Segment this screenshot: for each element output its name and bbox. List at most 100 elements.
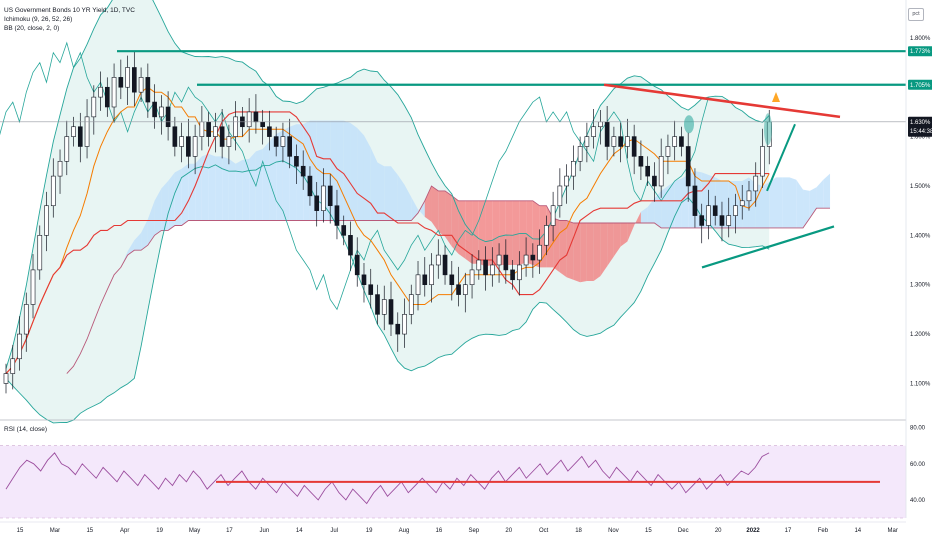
candle-body <box>17 333 22 360</box>
ichimoku-cloud-segment <box>667 181 675 228</box>
candle-body <box>631 136 637 157</box>
candle-body <box>253 111 259 123</box>
time-axis-tick-label: 15 <box>645 528 652 534</box>
candle-body <box>138 77 144 93</box>
ichimoku-cloud-segment <box>647 198 655 223</box>
candle-body <box>321 185 326 211</box>
ichimoku-cloud-segment <box>242 158 250 221</box>
candle-body <box>327 185 333 207</box>
ichimoku-cloud-segment <box>404 184 412 221</box>
candle-body <box>64 136 70 162</box>
candle-body <box>111 77 117 108</box>
candle-body <box>408 294 414 315</box>
candle-body <box>402 314 407 335</box>
ichimoku-cloud-segment <box>769 177 776 228</box>
ichimoku-cloud-segment <box>776 177 783 228</box>
price-tag-label: 1.705% <box>910 83 931 89</box>
time-axis-tick-label: Jul <box>330 528 338 534</box>
ichimoku-cloud-segment <box>431 185 439 232</box>
candle-body <box>679 136 684 147</box>
candle-body <box>456 284 461 295</box>
candle-body <box>219 126 225 147</box>
candle-body <box>625 136 630 147</box>
candle-body <box>37 235 43 271</box>
ichimoku-cloud-segment <box>613 223 621 257</box>
ichimoku-legend[interactable]: Ichimoku (9, 26, 52, 26) <box>4 16 73 23</box>
ichimoku-cloud-segment <box>208 153 216 221</box>
candle-body <box>314 195 320 211</box>
time-axis-tick-label: Aug <box>399 528 410 534</box>
candle-body <box>483 259 488 276</box>
ichimoku-cloud-segment <box>391 166 398 221</box>
ichimoku-cloud-segment <box>566 220 574 280</box>
candle-body <box>91 96 97 118</box>
candle-body <box>712 205 718 216</box>
rsi-pane[interactable] <box>0 445 906 519</box>
candle-body <box>476 259 482 271</box>
ichimoku-lead-b-line <box>66 185 830 374</box>
candle-body <box>733 205 738 216</box>
ichimoku-cloud-segment <box>147 200 155 246</box>
ichimoku-cloud-segment <box>357 127 364 221</box>
ichimoku-cloud-segment <box>276 130 283 221</box>
time-axis-tick-label: 15 <box>17 528 24 534</box>
price-axis-tick-label: 1.200% <box>910 332 931 338</box>
ichimoku-cloud-segment <box>782 177 790 228</box>
ichimoku-kijun-line <box>5 111 770 374</box>
ichimoku-cloud-segment <box>195 156 202 221</box>
ichimoku-cloud-segment <box>222 156 229 221</box>
ichimoku-cloud-segment <box>654 190 662 228</box>
rsi-legend[interactable]: RSI (14, close) <box>4 426 47 433</box>
candle-body <box>557 185 563 207</box>
ichimoku-cloud-segment <box>674 178 682 228</box>
candle-body <box>652 175 657 187</box>
ichimoku-cloud-segment <box>634 211 641 226</box>
candle-body <box>604 121 610 147</box>
price-axis-tick-label: 1.500% <box>910 184 931 190</box>
candle-body <box>746 190 752 202</box>
time-axis-tick-label: 17 <box>226 528 233 534</box>
time-axis-tick-label: 2022 <box>746 528 760 534</box>
candle-body <box>50 175 56 207</box>
time-axis-tick-label: Mar <box>50 528 60 534</box>
price-tag-countdown: 15:44:38 <box>910 129 932 135</box>
time-axis-tick-label: May <box>189 528 200 534</box>
ichimoku-cloud-segment <box>384 166 391 221</box>
candle-body <box>685 146 691 187</box>
candle-body <box>571 160 576 177</box>
candle-body <box>415 274 421 295</box>
candle-body <box>368 284 374 295</box>
price-axis-tick-label: 1.100% <box>910 381 931 387</box>
candle-body <box>287 136 293 157</box>
ichimoku-cloud-segment <box>472 200 479 264</box>
candle-body <box>537 244 542 261</box>
candle-body <box>104 86 110 108</box>
price-tag-label: 1.773% <box>910 49 931 55</box>
ichimoku-cloud-segment <box>607 223 614 267</box>
candle-body <box>280 136 286 147</box>
candle-body <box>307 175 313 197</box>
time-axis-tick-label: 14 <box>854 528 861 534</box>
candle-body <box>719 215 725 226</box>
candle-body <box>442 254 448 276</box>
candle-body <box>206 121 211 137</box>
candle-body <box>449 274 455 286</box>
percent-scale-button[interactable]: pct <box>908 8 924 21</box>
price-tag-label: 1.630% <box>910 120 931 126</box>
candle-body <box>584 136 590 147</box>
ichimoku-cloud-segment <box>363 135 371 221</box>
ichimoku-cloud-segment <box>593 223 601 282</box>
bb-legend[interactable]: BB (20, close, 2, 0) <box>4 25 60 32</box>
candle-body <box>739 200 745 207</box>
main-price-pane[interactable] <box>0 0 906 424</box>
candle-body <box>10 358 16 374</box>
chart-title: US Government Bonds 10 YR Yield, 1D, TVC <box>4 7 135 14</box>
candle-body <box>469 269 475 286</box>
highlight-ellipse <box>764 113 772 146</box>
candle-body <box>517 264 522 281</box>
ichimoku-cloud-segment <box>255 148 263 221</box>
candle-body <box>544 225 549 246</box>
ichimoku-cloud-segment <box>762 182 770 228</box>
ichimoku-cloud-segment <box>499 200 506 265</box>
